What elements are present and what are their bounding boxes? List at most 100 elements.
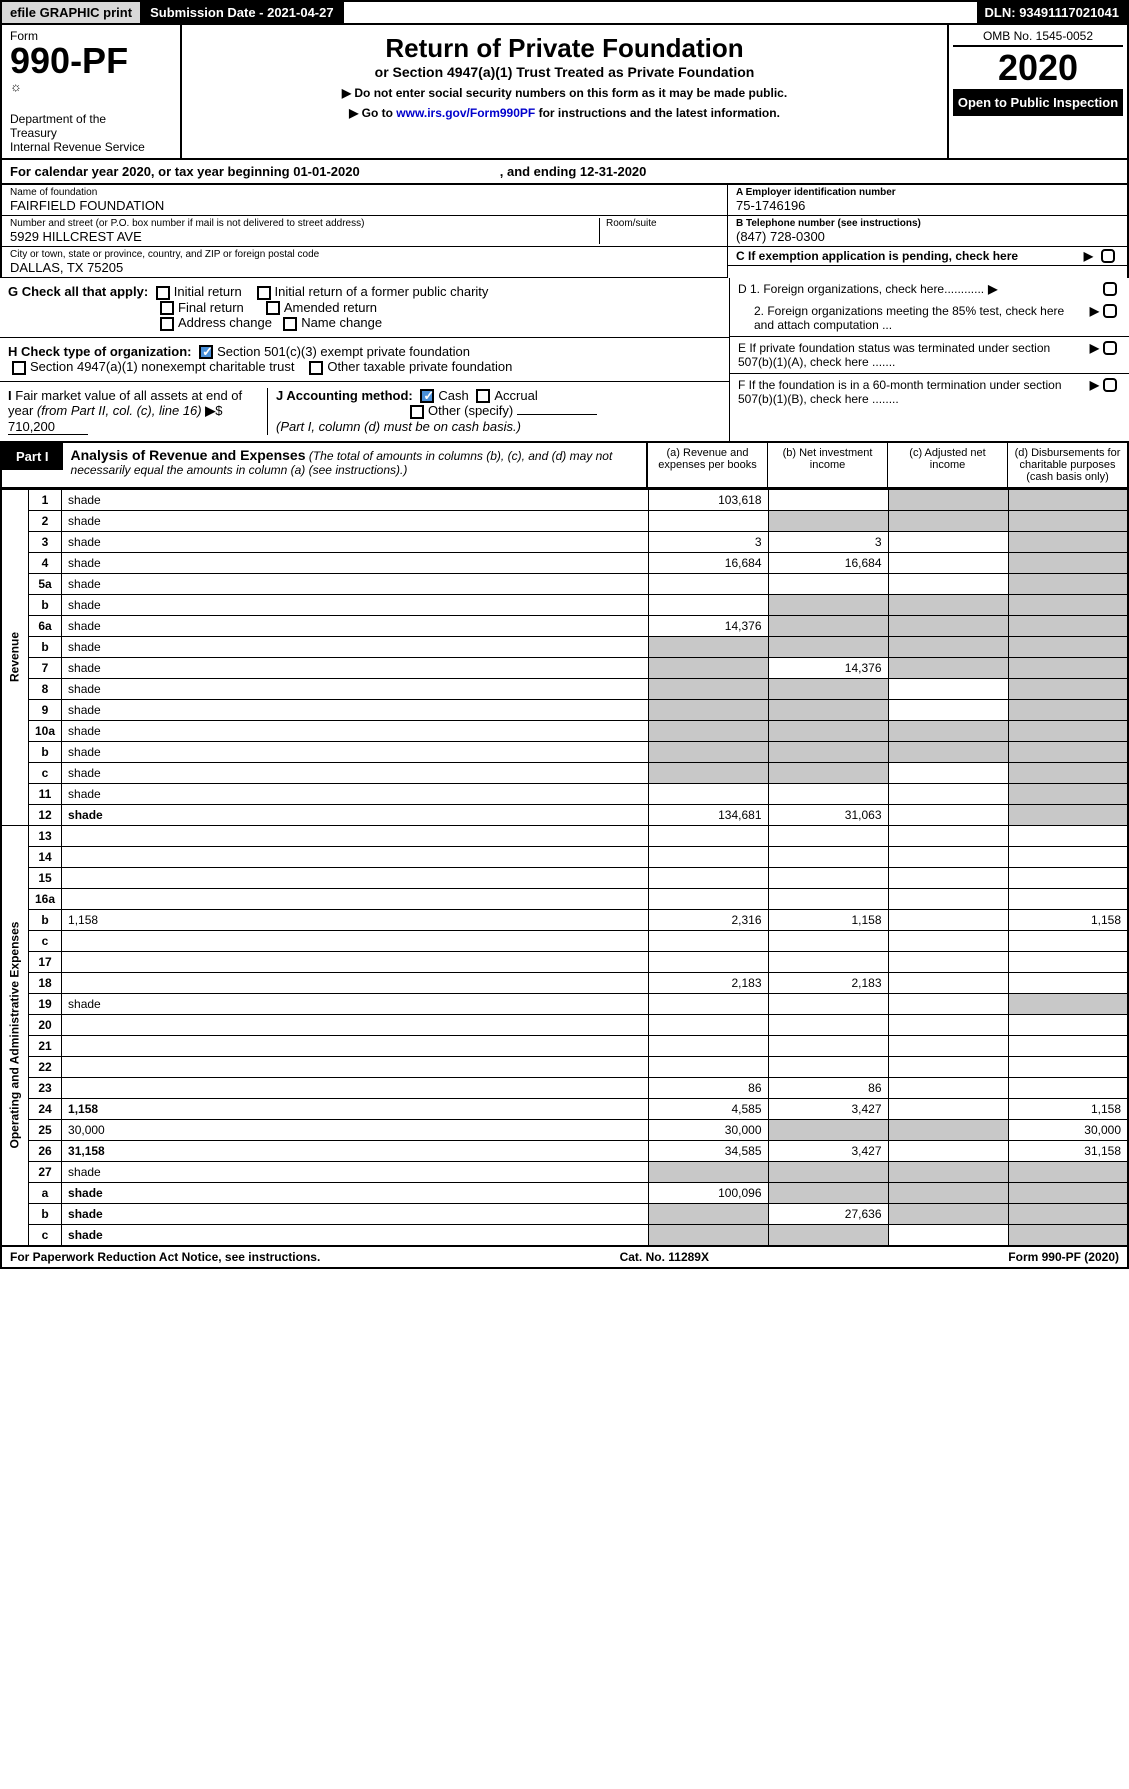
initial-former-checkbox[interactable] <box>257 286 271 300</box>
form-subtitle: or Section 4947(a)(1) Trust Treated as P… <box>190 64 939 80</box>
check-section: G Check all that apply: Initial return I… <box>0 278 1129 443</box>
line-number: 11 <box>29 783 62 804</box>
cash-checkbox[interactable] <box>420 389 434 403</box>
irs-link[interactable]: www.irs.gov/Form990PF <box>396 106 535 120</box>
table-row: c <box>1 930 1128 951</box>
footer-mid: Cat. No. 11289X <box>620 1250 709 1264</box>
d2-text: 2. Foreign organizations meeting the 85%… <box>754 304 1086 332</box>
line-desc: shade <box>62 1182 648 1203</box>
table-row: cshade <box>1 1224 1128 1246</box>
line-desc <box>62 1014 648 1035</box>
tax-year: 2020 <box>953 47 1123 89</box>
line-desc <box>62 867 648 888</box>
h-row: H Check type of organization: Section 50… <box>0 338 729 382</box>
name-label: Name of foundation <box>10 187 719 198</box>
table-row: 3shade33 <box>1 531 1128 552</box>
initial-return-checkbox[interactable] <box>156 286 170 300</box>
g-row: G Check all that apply: Initial return I… <box>0 278 729 338</box>
cal-end: , and ending 12-31-2020 <box>500 164 647 179</box>
efile-button[interactable]: efile GRAPHIC print <box>2 2 142 23</box>
table-row: 4shade16,68416,684 <box>1 552 1128 573</box>
accrual-checkbox[interactable] <box>476 389 490 403</box>
line-number: 21 <box>29 1035 62 1056</box>
name-change-checkbox[interactable] <box>283 317 297 331</box>
d2-checkbox[interactable] <box>1103 304 1117 318</box>
g-opt-0: Initial return <box>174 284 242 299</box>
line-desc <box>62 951 648 972</box>
line-desc: shade <box>62 804 648 825</box>
table-row: bshade27,636 <box>1 1203 1128 1224</box>
table-row: 182,1832,183 <box>1 972 1128 993</box>
g-opt-1: Initial return of a former public charit… <box>275 284 489 299</box>
address-change-checkbox[interactable] <box>160 317 174 331</box>
line-desc <box>62 825 648 846</box>
ein-cell: A Employer identification number 75-1746… <box>728 185 1127 216</box>
line-desc: shade <box>62 510 648 531</box>
tel-label: B Telephone number (see instructions) <box>736 218 1119 229</box>
amended-checkbox[interactable] <box>266 301 280 315</box>
line-number: 10a <box>29 720 62 741</box>
line-number: 17 <box>29 951 62 972</box>
instr-1: ▶ Do not enter social security numbers o… <box>190 86 939 100</box>
table-row: bshade <box>1 636 1128 657</box>
line-desc: shade <box>62 531 648 552</box>
501c3-checkbox[interactable] <box>199 345 213 359</box>
g-opt-2: Final return <box>178 300 244 315</box>
table-row: 20 <box>1 1014 1128 1035</box>
ein-label: A Employer identification number <box>736 187 1119 198</box>
col-a: (a) Revenue and expenses per books <box>647 443 767 487</box>
d1-checkbox[interactable] <box>1103 282 1117 296</box>
table-row: 27shade <box>1 1161 1128 1182</box>
g-opt-3: Amended return <box>284 300 377 315</box>
city-value: DALLAS, TX 75205 <box>10 260 719 275</box>
f-text: F If the foundation is in a 60-month ter… <box>738 378 1086 406</box>
table-row: 9shade <box>1 699 1128 720</box>
line-number: 12 <box>29 804 62 825</box>
line-number: 25 <box>29 1119 62 1140</box>
line-number: 8 <box>29 678 62 699</box>
line-number: b <box>29 909 62 930</box>
4947-checkbox[interactable] <box>12 361 26 375</box>
instr-2: ▶ Go to www.irs.gov/Form990PF for instru… <box>190 106 939 120</box>
footer-left: For Paperwork Reduction Act Notice, see … <box>10 1250 320 1264</box>
line-number: 16a <box>29 888 62 909</box>
e-checkbox[interactable] <box>1103 341 1117 355</box>
table-row: 22 <box>1 1056 1128 1077</box>
line-number: 4 <box>29 552 62 573</box>
line-desc: shade <box>62 741 648 762</box>
address-cell: Number and street (or P.O. box number if… <box>2 216 727 247</box>
e-row: E If private foundation status was termi… <box>730 337 1129 374</box>
header-mid: Return of Private Foundation or Section … <box>182 25 947 158</box>
g-label: G Check all that apply: <box>8 284 148 299</box>
d2-row: 2. Foreign organizations meeting the 85%… <box>730 300 1129 337</box>
table-row: Operating and Administrative Expenses13 <box>1 825 1128 846</box>
g-opt-4: Address change <box>178 315 272 330</box>
f-checkbox[interactable] <box>1103 378 1117 392</box>
col-c: (c) Adjusted net income <box>887 443 1007 487</box>
line-number: 18 <box>29 972 62 993</box>
table-row: 14 <box>1 846 1128 867</box>
line-number: 13 <box>29 825 62 846</box>
d1-text: D 1. Foreign organizations, check here..… <box>738 282 984 296</box>
line-number: 20 <box>29 1014 62 1035</box>
form-title: Return of Private Foundation <box>190 33 939 64</box>
tel-cell: B Telephone number (see instructions) (8… <box>728 216 1127 247</box>
line-desc <box>62 1035 648 1056</box>
final-return-checkbox[interactable] <box>160 301 174 315</box>
part1-header: Part I Analysis of Revenue and Expenses … <box>0 443 1129 489</box>
other-method-checkbox[interactable] <box>410 405 424 419</box>
line-desc: shade <box>62 1161 648 1182</box>
table-row: cshade <box>1 762 1128 783</box>
j-other: Other (specify) <box>428 403 513 418</box>
city-cell: City or town, state or province, country… <box>2 247 727 278</box>
header-left: Form 990-PF ☼ Department of theTreasuryI… <box>2 25 182 158</box>
col-b: (b) Net investment income <box>767 443 887 487</box>
revenue-section-label: Revenue <box>1 489 29 825</box>
other-taxable-checkbox[interactable] <box>309 361 323 375</box>
main-table: Revenue1shade103,6182shade3shade334shade… <box>0 489 1129 1247</box>
table-row: 2530,00030,00030,000 <box>1 1119 1128 1140</box>
table-row: 241,1584,5853,4271,158 <box>1 1098 1128 1119</box>
table-row: bshade <box>1 741 1128 762</box>
c-checkbox[interactable] <box>1101 249 1115 263</box>
table-row: bshade <box>1 594 1128 615</box>
